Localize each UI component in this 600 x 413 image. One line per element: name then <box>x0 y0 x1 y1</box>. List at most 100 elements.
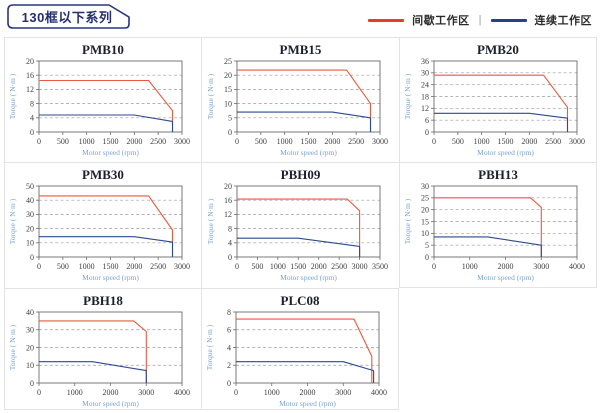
svg-text:0: 0 <box>228 253 232 262</box>
svg-text:Motor speed (rpm): Motor speed (rpm) <box>82 399 139 408</box>
svg-text:4000: 4000 <box>174 388 190 397</box>
svg-text:2000: 2000 <box>300 388 316 397</box>
svg-text:30: 30 <box>421 183 429 191</box>
chart-title: PLC08 <box>280 293 320 308</box>
svg-text:500: 500 <box>251 262 263 271</box>
svg-text:0: 0 <box>30 379 34 388</box>
svg-text:500: 500 <box>452 137 464 146</box>
chart-panel-plc08: PLC08 0 2 4 6 8 0 1000 2000 3000 4000 Motor speed (… <box>201 288 399 410</box>
chart-title: PBH13 <box>478 167 518 182</box>
svg-text:4: 4 <box>228 239 232 248</box>
svg-text:4: 4 <box>30 114 34 123</box>
svg-text:1000: 1000 <box>276 137 292 146</box>
chart-panel-pmb20: PMB20 0 6 12 18 24 30 36 0 500 1000 1500 2000 2500 300… <box>399 37 597 162</box>
svg-text:16: 16 <box>26 71 34 80</box>
svg-text:2000: 2000 <box>126 137 142 146</box>
svg-text:Torque ( N·m ): Torque ( N·m ) <box>8 198 17 244</box>
svg-text:0: 0 <box>235 137 239 146</box>
svg-text:2500: 2500 <box>331 262 347 271</box>
chart-title: PMB30 <box>82 167 124 182</box>
svg-text:40: 40 <box>26 309 34 317</box>
svg-text:3500: 3500 <box>372 262 388 271</box>
svg-text:10: 10 <box>421 229 429 238</box>
legend-label-intermittent: 间歇工作区 <box>412 15 470 27</box>
svg-text:2000: 2000 <box>498 262 514 271</box>
svg-text:2500: 2500 <box>348 137 364 146</box>
svg-text:1000: 1000 <box>79 262 95 271</box>
chart-title: PMB15 <box>279 42 322 57</box>
svg-text:15: 15 <box>224 85 232 94</box>
svg-text:3000: 3000 <box>533 262 549 271</box>
svg-text:1000: 1000 <box>474 137 490 146</box>
svg-text:4000: 4000 <box>371 388 387 397</box>
torque-speed-chart: 0 10 20 30 40 0 1000 2000 3000 4000 Motor speed (r… <box>8 309 190 408</box>
svg-text:3000: 3000 <box>174 137 190 146</box>
svg-text:1000: 1000 <box>462 262 478 271</box>
svg-text:8: 8 <box>227 309 231 317</box>
chart-panel-pmb10: PMB10 0 4 8 12 16 20 0 500 1000 1500 2000 2500 3000 Mo… <box>4 37 201 162</box>
svg-text:2000: 2000 <box>324 137 340 146</box>
svg-text:2000: 2000 <box>521 137 537 146</box>
svg-text:20: 20 <box>224 183 232 191</box>
svg-text:16: 16 <box>224 196 232 205</box>
svg-text:20: 20 <box>224 71 232 80</box>
legend: 间歇工作区 | 连续工作区 <box>368 3 594 28</box>
svg-text:1500: 1500 <box>290 262 306 271</box>
svg-text:2500: 2500 <box>150 262 166 271</box>
svg-text:Motor speed (rpm): Motor speed (rpm) <box>477 148 534 157</box>
svg-text:2500: 2500 <box>150 137 166 146</box>
svg-text:0: 0 <box>30 253 34 262</box>
svg-text:25: 25 <box>421 194 429 203</box>
page-title: 130框以下系列 <box>21 9 113 25</box>
svg-text:1000: 1000 <box>264 388 280 397</box>
svg-text:1000: 1000 <box>79 137 95 146</box>
svg-text:30: 30 <box>26 326 34 335</box>
chart-panel-pbh09: PBH09 0 4 8 12 16 20 0 500 1000 1500 2000 2500 3000 35… <box>201 162 399 288</box>
svg-text:10: 10 <box>26 361 34 370</box>
legend-label-continuous: 连续工作区 <box>534 15 592 27</box>
svg-text:25: 25 <box>224 58 232 66</box>
svg-text:1000: 1000 <box>269 262 285 271</box>
svg-text:20: 20 <box>26 224 34 233</box>
svg-text:1500: 1500 <box>498 137 514 146</box>
svg-text:50: 50 <box>26 183 34 191</box>
torque-speed-chart: 0 4 8 12 16 20 0 500 1000 1500 2000 2500 3000 Motor s… <box>8 58 190 157</box>
svg-text:3000: 3000 <box>335 388 351 397</box>
svg-text:0: 0 <box>37 262 41 271</box>
svg-text:Motor speed (rpm): Motor speed (rpm) <box>82 273 139 282</box>
intermittent-zone-line-swatch <box>368 18 405 22</box>
svg-text:500: 500 <box>57 262 69 271</box>
page-header: 130框以下系列 间歇工作区 | 连续工作区 <box>0 0 600 34</box>
chart-grid: PMB10 0 4 8 12 16 20 0 500 1000 1500 2000 2500 3000 Mo… <box>4 37 597 410</box>
chart-title: PBH18 <box>83 293 123 308</box>
svg-text:10: 10 <box>224 99 232 108</box>
svg-text:0: 0 <box>432 137 436 146</box>
svg-text:20: 20 <box>421 205 429 214</box>
svg-text:2000: 2000 <box>126 262 142 271</box>
svg-text:18: 18 <box>421 92 429 101</box>
torque-speed-chart: 0 4 8 12 16 20 0 500 1000 1500 2000 2500 3000 3500 Mot… <box>206 183 388 282</box>
chart-panel-pbh18: PBH18 0 10 20 30 40 0 1000 2000 3000 4000 Motor spe… <box>4 288 201 410</box>
svg-text:3000: 3000 <box>569 137 585 146</box>
svg-text:0: 0 <box>228 128 232 137</box>
svg-text:0: 0 <box>30 128 34 137</box>
svg-text:1500: 1500 <box>300 137 316 146</box>
chart-title: PMB10 <box>82 42 124 57</box>
svg-text:12: 12 <box>26 85 34 94</box>
svg-text:40: 40 <box>26 196 34 205</box>
svg-text:3000: 3000 <box>174 262 190 271</box>
svg-text:Torque ( N·m ): Torque ( N·m ) <box>8 324 17 370</box>
svg-text:4000: 4000 <box>569 262 585 271</box>
svg-text:15: 15 <box>421 217 429 226</box>
series-title-badge: 130框以下系列 <box>4 3 134 32</box>
svg-text:0: 0 <box>37 388 41 397</box>
svg-text:Motor speed (rpm): Motor speed (rpm) <box>477 273 534 282</box>
svg-text:Motor speed (rpm): Motor speed (rpm) <box>280 273 337 282</box>
svg-text:1500: 1500 <box>103 262 119 271</box>
chart-title: PMB20 <box>477 42 519 57</box>
svg-text:3000: 3000 <box>138 388 154 397</box>
svg-text:Torque ( N·m ): Torque ( N·m ) <box>206 73 215 119</box>
svg-text:0: 0 <box>227 379 231 388</box>
svg-text:Torque ( N·m ): Torque ( N·m ) <box>403 73 412 119</box>
